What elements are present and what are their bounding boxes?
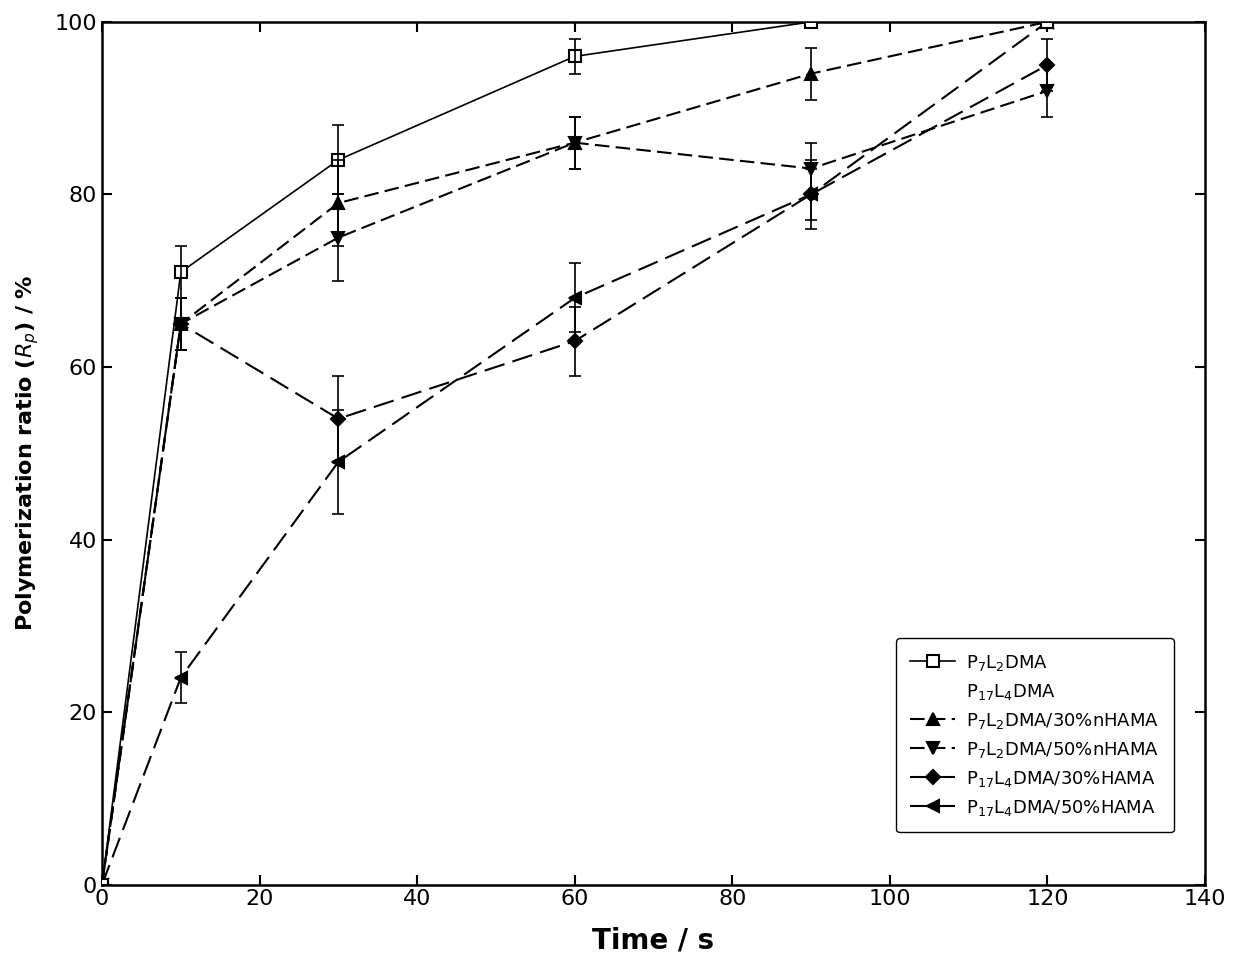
P$_7$L$_2$DMA/30%nHAMA [174, 318, 188, 330]
X-axis label: Time / s: Time / s [593, 926, 714, 954]
Line: P$_{17}$L$_4$DMA/50%HAMA: P$_{17}$L$_4$DMA/50%HAMA [97, 16, 1053, 891]
Line: P$_7$L$_2$DMA/30%nHAMA: P$_7$L$_2$DMA/30%nHAMA [97, 16, 1053, 891]
P$_{17}$L$_4$DMA/50%HAMA [331, 456, 346, 468]
P$_7$L$_2$DMA/50%nHAMA [331, 231, 346, 243]
P$_7$L$_2$DMA/30%nHAMA [804, 68, 818, 79]
P$_7$L$_2$DMA [1040, 16, 1055, 28]
P$_{17}$L$_4$DMA/50%HAMA [94, 879, 109, 891]
Legend: P$_7$L$_2$DMA, P$_{17}$L$_4$DMA, P$_7$L$_2$DMA/30%nHAMA, P$_7$L$_2$DMA/50%nHAMA,: P$_7$L$_2$DMA, P$_{17}$L$_4$DMA, P$_7$L$… [897, 638, 1174, 832]
P$_7$L$_2$DMA [174, 266, 188, 278]
P$_7$L$_2$DMA/30%nHAMA [1040, 16, 1055, 28]
P$_7$L$_2$DMA/30%nHAMA [567, 136, 582, 148]
P$_{17}$L$_4$DMA/50%HAMA [804, 189, 818, 200]
P$_7$L$_2$DMA/50%nHAMA [174, 318, 188, 330]
Line: P$_7$L$_2$DMA: P$_7$L$_2$DMA [97, 16, 1053, 891]
P$_7$L$_2$DMA/30%nHAMA [94, 879, 109, 891]
P$_{17}$L$_4$DMA/30%HAMA [174, 318, 188, 330]
P$_7$L$_2$DMA/50%nHAMA [567, 136, 582, 148]
P$_7$L$_2$DMA [331, 154, 346, 166]
P$_7$L$_2$DMA/50%nHAMA [94, 879, 109, 891]
P$_7$L$_2$DMA/30%nHAMA [331, 197, 346, 209]
P$_{17}$L$_4$DMA/50%HAMA [1040, 16, 1055, 28]
P$_{17}$L$_4$DMA/50%HAMA [567, 292, 582, 304]
P$_{17}$L$_4$DMA/30%HAMA [567, 335, 582, 347]
P$_7$L$_2$DMA [94, 879, 109, 891]
P$_{17}$L$_4$DMA/30%HAMA [1040, 59, 1055, 71]
Y-axis label: Polymerization ratio ($R_p$) / %: Polymerization ratio ($R_p$) / % [14, 275, 41, 631]
P$_7$L$_2$DMA [567, 50, 582, 62]
P$_{17}$L$_4$DMA/30%HAMA [331, 413, 346, 425]
Line: P$_7$L$_2$DMA/50%nHAMA: P$_7$L$_2$DMA/50%nHAMA [97, 85, 1053, 891]
P$_{17}$L$_4$DMA/30%HAMA [94, 879, 109, 891]
P$_7$L$_2$DMA/50%nHAMA [1040, 85, 1055, 97]
Line: P$_{17}$L$_4$DMA/30%HAMA: P$_{17}$L$_4$DMA/30%HAMA [97, 60, 1053, 890]
P$_7$L$_2$DMA/50%nHAMA [804, 163, 818, 174]
P$_{17}$L$_4$DMA/30%HAMA [804, 189, 818, 200]
P$_{17}$L$_4$DMA/50%HAMA [174, 672, 188, 683]
P$_7$L$_2$DMA [804, 16, 818, 28]
